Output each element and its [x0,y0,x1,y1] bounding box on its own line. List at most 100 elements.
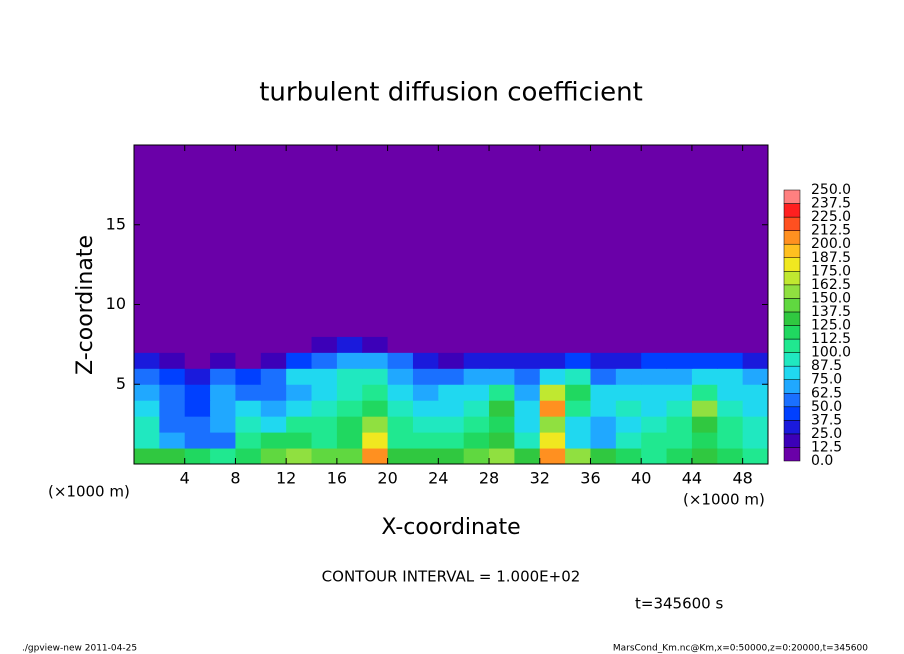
heat-cell [311,336,338,353]
heat-cell [641,336,668,353]
heat-cell [235,448,262,465]
heat-cell [590,336,617,353]
heat-cell [412,432,439,449]
heat-cell [691,432,718,449]
x-tick-label: 16 [327,469,347,488]
heat-cell [742,336,769,353]
colorbar-label: 162.5 [811,277,851,293]
heat-cell [159,352,186,369]
y-axis-label: Z-coordinate [73,235,98,375]
heat-cell [489,384,515,401]
heat-cell [489,336,515,353]
heat-cell [438,352,465,369]
heat-cell [565,448,591,465]
x-axis-label: X-coordinate [381,515,520,540]
x-tick-label: 12 [276,469,296,488]
footer-right: MarsCond_Km.nc@Km,x=0:50000,z=0:20000,t=… [613,644,868,654]
heat-cell [565,352,591,369]
heat-cell [235,432,262,449]
colorbar-label: 225.0 [811,209,851,225]
heat-cell [438,368,465,385]
heat-cell [539,432,566,449]
heat-cell [260,416,287,433]
heat-cell [412,145,439,337]
heat-cell [565,384,591,401]
heat-cell [134,145,160,337]
heat-cell [615,416,642,433]
heat-cell [387,416,414,433]
heat-cell [489,416,515,433]
heat-cell [691,400,718,417]
y-tick-label: 15 [106,214,126,233]
heat-cell [210,400,236,417]
x-unit-label: (×1000 m) [48,483,130,501]
heat-cell [539,448,566,465]
heat-cell [387,368,414,385]
heat-cell [590,432,617,449]
heat-cell [311,416,338,433]
heat-cell [666,384,693,401]
heat-cell [666,416,693,433]
colorbar-label: 150.0 [811,290,851,306]
heat-cell [641,432,668,449]
heat-cell [590,384,617,401]
heat-cell [260,432,287,449]
heat-cell [412,448,439,465]
heat-cell [717,145,744,337]
heat-cell [134,400,160,417]
heat-cell [159,368,186,385]
heat-cell [717,448,744,465]
chart-title: turbulent diffusion coefficient [259,78,643,108]
heat-cell [463,352,490,369]
heat-cell [489,448,515,465]
colorbar-band [783,243,801,258]
time-label: t=345600 s [635,595,723,613]
heat-cell [336,352,363,369]
colorbar-band [783,189,801,204]
heat-cell [336,368,363,385]
colorbar-band [783,352,801,367]
colorbar-band [783,447,801,462]
heat-cell [463,432,490,449]
heat-cell [286,432,313,449]
heat-cell [235,145,262,337]
heat-cell [260,368,287,385]
heat-cell [387,400,414,417]
heat-cell [286,416,313,433]
heat-cell [210,384,236,401]
heat-cell [489,145,515,337]
x-tick-label: 24 [428,469,448,488]
heat-cell [412,336,439,353]
heat-cell [514,400,541,417]
heat-cell [615,145,642,337]
heat-cell [463,384,490,401]
heat-cell [134,416,160,433]
colorbar-band [783,420,801,435]
heat-cell [210,416,236,433]
heat-cell [438,432,465,449]
heat-cell [311,384,338,401]
colorbar-label: 212.5 [811,223,851,239]
heat-cell [691,448,718,465]
heat-cell [514,145,541,337]
heat-cell [590,145,617,337]
heat-cell [666,368,693,385]
heat-cell [742,416,769,433]
x-tick-label: 40 [631,469,651,488]
heat-cell [159,448,186,465]
heat-cell [286,368,313,385]
heat-cell [463,145,490,337]
heat-cell [210,145,236,337]
heat-cell [210,336,236,353]
heat-cell [539,145,566,337]
heat-cell [438,384,465,401]
heat-cell [438,145,465,337]
x-tick-label: 4 [180,469,190,488]
heat-cell [742,352,769,369]
x-tick-label: 48 [732,469,752,488]
heat-cell [159,400,186,417]
heat-cell [590,416,617,433]
heat-cell [489,352,515,369]
heat-cell [666,352,693,369]
heat-cell [362,336,389,353]
